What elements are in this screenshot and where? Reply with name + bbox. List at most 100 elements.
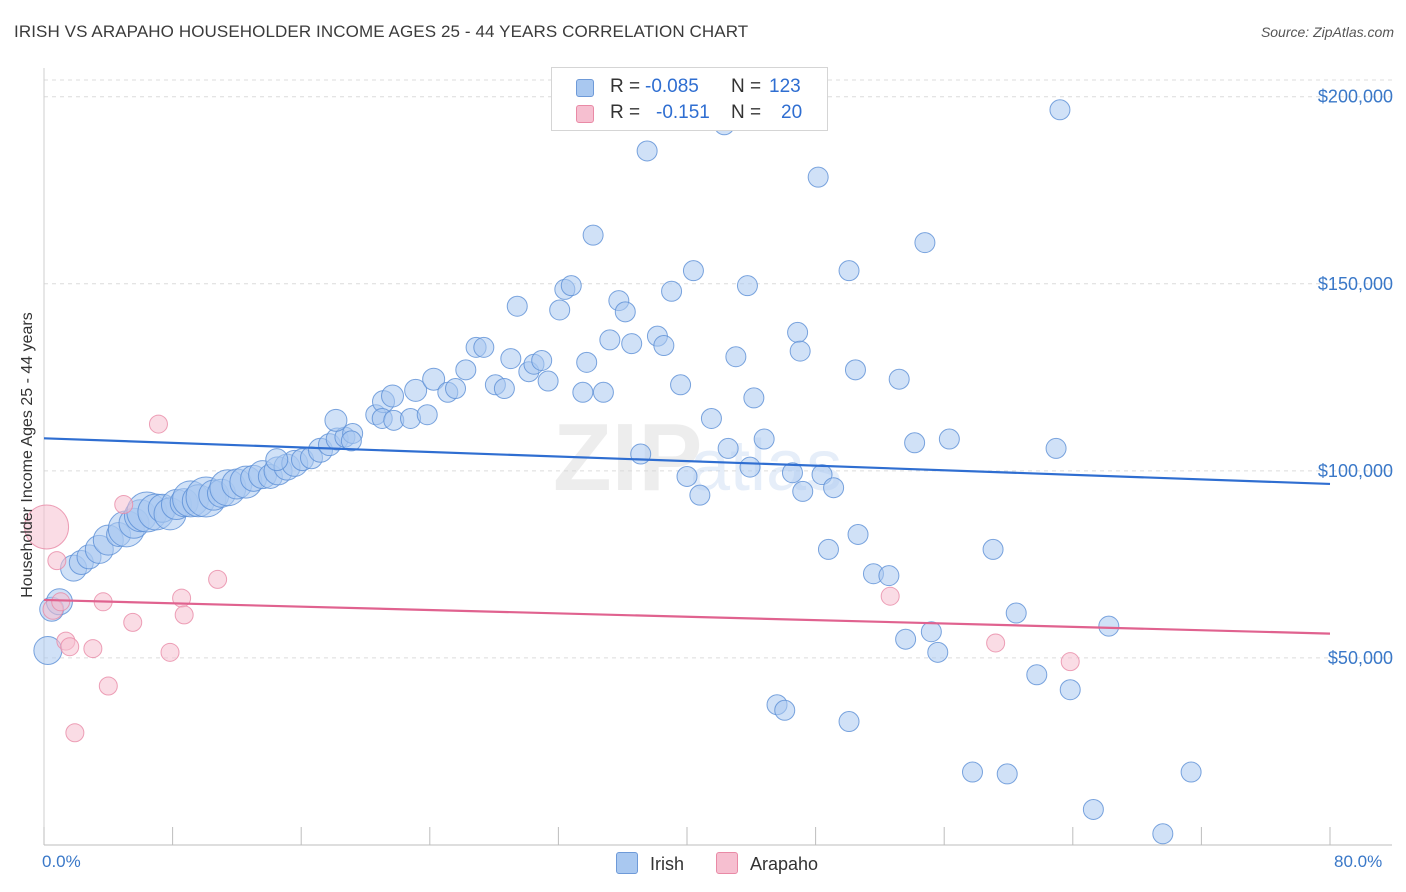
irish-point xyxy=(549,299,571,321)
irish-point xyxy=(1059,679,1081,701)
arapaho-point xyxy=(24,504,70,550)
irish-point xyxy=(592,381,614,403)
grid-lines xyxy=(44,79,1395,659)
irish-r-label: R = xyxy=(610,76,641,97)
axes xyxy=(43,68,1392,846)
arapaho-legend-swatch xyxy=(716,852,738,874)
y-tick-label: $200,000 xyxy=(1318,87,1393,107)
x-tick-label-min: 0.0% xyxy=(42,852,81,871)
y-tick-labels: $50,000 $100,000 $150,000 $200,000 xyxy=(1318,87,1393,668)
irish-point xyxy=(1098,615,1120,637)
irish-point xyxy=(938,428,960,450)
arapaho-point xyxy=(60,637,80,657)
irish-point xyxy=(753,428,775,450)
irish-point xyxy=(422,367,446,391)
arapaho-point xyxy=(47,551,67,571)
irish-legend-swatch xyxy=(616,852,638,874)
arapaho-point xyxy=(880,586,900,606)
irish-point xyxy=(1045,437,1067,459)
irish-point xyxy=(676,465,698,487)
irish-point xyxy=(653,335,675,357)
y-tick-label: $150,000 xyxy=(1318,274,1393,294)
irish-legend-label: Irish xyxy=(650,854,685,874)
legend-item-arapaho[interactable]: Arapaho xyxy=(716,852,818,875)
irish-point xyxy=(904,432,926,454)
irish-point xyxy=(927,641,949,663)
irish-point xyxy=(599,329,621,351)
arapaho-point xyxy=(1060,652,1080,672)
irish-point xyxy=(661,280,683,302)
irish-point xyxy=(572,381,594,403)
irish-point xyxy=(1005,602,1027,624)
arapaho-point xyxy=(98,676,118,696)
irish-point xyxy=(920,621,942,643)
irish-point xyxy=(340,430,362,452)
irish-point xyxy=(961,761,983,783)
irish-point xyxy=(739,456,761,478)
irish-point xyxy=(792,480,814,502)
arapaho-point xyxy=(208,569,228,589)
irish-swatch xyxy=(576,79,594,97)
irish-point xyxy=(781,462,803,484)
irish-point xyxy=(630,443,652,465)
arapaho-r-label: R = xyxy=(610,102,641,123)
irish-point xyxy=(381,384,405,408)
irish-point xyxy=(789,340,811,362)
arapaho-point xyxy=(148,414,168,434)
irish-point xyxy=(807,166,829,188)
irish-point xyxy=(774,699,796,721)
irish-point xyxy=(787,321,809,343)
irish-trend-line xyxy=(43,437,1331,486)
irish-point xyxy=(725,346,747,368)
irish-point xyxy=(838,260,860,282)
irish-point xyxy=(736,275,758,297)
irish-point xyxy=(847,523,869,545)
arapaho-n-label: N = xyxy=(731,102,762,123)
arapaho-point xyxy=(51,592,71,612)
irish-point xyxy=(500,348,522,370)
irish-point xyxy=(878,565,900,587)
irish-point xyxy=(1152,823,1174,845)
irish-point xyxy=(996,763,1018,785)
chart-source: Source: ZipAtlas.com xyxy=(1260,24,1394,40)
arapaho-trend-line xyxy=(43,598,1331,635)
irish-point xyxy=(1082,798,1104,820)
arapaho-legend-label: Arapaho xyxy=(750,854,819,874)
irish-point xyxy=(445,378,467,400)
irish-point xyxy=(537,370,559,392)
irish-n-label: N = xyxy=(731,76,762,97)
irish-point xyxy=(324,408,348,432)
irish-point xyxy=(743,387,765,409)
arapaho-point xyxy=(986,633,1006,653)
irish-point xyxy=(582,224,604,246)
irish-point xyxy=(506,295,528,317)
y-tick-label: $100,000 xyxy=(1318,461,1393,481)
arapaho-n-value: 20 xyxy=(781,102,803,123)
chart-title: IRISH VS ARAPAHO HOUSEHOLDER INCOME AGES… xyxy=(14,22,749,41)
irish-point xyxy=(844,359,866,381)
arapaho-point xyxy=(114,495,134,515)
irish-point xyxy=(636,140,658,162)
irish-point xyxy=(914,232,936,254)
arapaho-point xyxy=(65,723,85,743)
irish-point xyxy=(895,628,917,650)
irish-point xyxy=(717,437,739,459)
irish-point xyxy=(493,378,515,400)
irish-points xyxy=(33,99,1202,845)
irish-point xyxy=(670,374,692,396)
y-tick-label: $50,000 xyxy=(1328,648,1393,668)
irish-point xyxy=(838,711,860,733)
irish-point xyxy=(700,407,722,429)
irish-point xyxy=(823,477,845,499)
irish-point xyxy=(888,368,910,390)
arapaho-point xyxy=(174,605,194,625)
irish-point xyxy=(689,484,711,506)
irish-n-value: 123 xyxy=(769,76,801,97)
irish-point xyxy=(404,378,428,402)
irish-point xyxy=(265,448,289,472)
irish-point xyxy=(817,538,839,560)
legend-item-irish[interactable]: Irish xyxy=(616,852,684,875)
irish-r-value: -0.085 xyxy=(645,76,699,97)
arapaho-points xyxy=(24,414,1080,743)
